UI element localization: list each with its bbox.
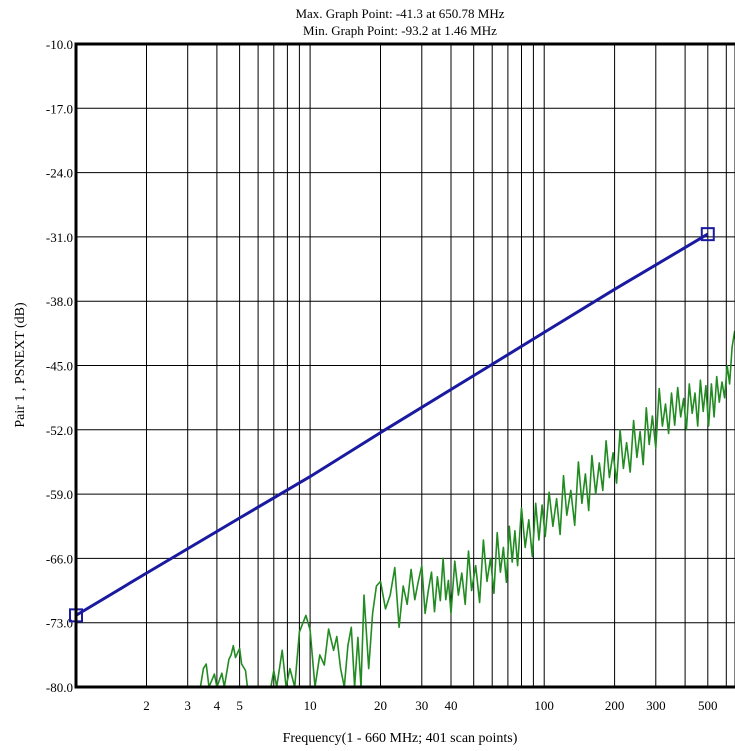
y-tick-label: -17.0 xyxy=(46,101,73,116)
x-tick-label: 20 xyxy=(374,698,387,713)
limit-marker xyxy=(700,227,715,242)
grid xyxy=(76,43,735,688)
limit-line xyxy=(75,232,709,617)
y-tick-label: -59.0 xyxy=(46,487,73,502)
x-tick-label: 500 xyxy=(698,698,718,713)
x-tick-label: 200 xyxy=(605,698,625,713)
x-axis-label: Frequency(1 - 660 MHz; 401 scan points) xyxy=(283,731,518,746)
y-tick-label: -52.0 xyxy=(46,423,73,438)
x-tick-label: 10 xyxy=(304,698,317,713)
y-tick-label: -45.0 xyxy=(46,359,73,374)
measurement-line xyxy=(76,330,735,688)
y-tick-label: -73.0 xyxy=(46,616,73,631)
x-tick-label: 30 xyxy=(415,698,428,713)
y-tick-label: -38.0 xyxy=(46,294,73,309)
chart-title-max: Max. Graph Point: -41.3 at 650.78 MHz xyxy=(295,6,504,21)
chart-title-min: Min. Graph Point: -93.2 at 1.46 MHz xyxy=(303,23,497,38)
plot-frame xyxy=(74,42,735,689)
y-axis-ticks: -10.0 -17.0 -24.0 -31.0 -38.0 -45.0 -52.0 -59.0… xyxy=(46,37,73,695)
x-tick-label: 4 xyxy=(214,698,221,713)
y-tick-label: -31.0 xyxy=(46,230,73,245)
x-tick-label: 5 xyxy=(236,698,243,713)
y-axis-label: Pair 1 , PSNEXT (dB) xyxy=(13,302,28,428)
x-tick-label: 3 xyxy=(184,698,191,713)
x-tick-label: 2 xyxy=(143,698,150,713)
y-tick-label: -24.0 xyxy=(46,166,73,181)
x-axis-ticks: 2 3 4 5 10 20 30 40 100 200 300 500 xyxy=(143,698,717,713)
y-tick-label: -10.0 xyxy=(46,37,73,52)
x-tick-label: 40 xyxy=(445,698,458,713)
y-tick-label: -66.0 xyxy=(46,551,73,566)
y-tick-label: -80.0 xyxy=(46,680,73,695)
x-tick-label: 300 xyxy=(646,698,666,713)
x-tick-label: 100 xyxy=(534,698,554,713)
series xyxy=(69,227,735,688)
